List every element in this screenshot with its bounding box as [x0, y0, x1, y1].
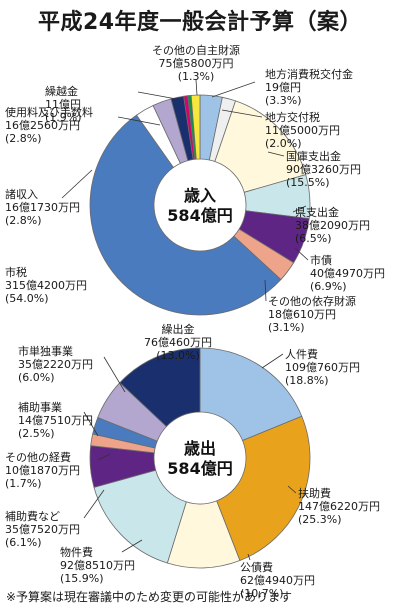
slice-label: (1.3%) — [178, 70, 215, 83]
slice-label: (3.3%) — [265, 94, 302, 107]
slice-label: (25.3%) — [298, 513, 342, 526]
leader-line — [287, 485, 297, 494]
leader-line — [221, 109, 263, 118]
pie-slice — [119, 347, 201, 428]
leader-line — [103, 356, 126, 393]
leader-line — [61, 169, 93, 199]
slice-label: 諸収入 — [5, 187, 38, 201]
pie-slice — [89, 114, 282, 316]
leader-line — [83, 411, 99, 437]
pie-slice — [216, 415, 311, 562]
slice-label: 人件費 — [285, 347, 318, 361]
slice-label: (15.5%) — [286, 176, 330, 189]
slice-label: 11億円 — [45, 98, 81, 111]
slice-label: 19億円 — [265, 81, 301, 94]
slice-label: (10.7%) — [240, 587, 284, 600]
slice-label: 75億5800万円 — [159, 57, 234, 70]
footnote: ※予算案は現在審議中のため変更の可能性があります — [6, 590, 293, 604]
leader-line — [292, 205, 307, 213]
center-label: 584億円 — [167, 206, 232, 225]
pie-slice — [190, 94, 201, 160]
leader-line — [195, 79, 198, 96]
slice-label: (6.9%) — [310, 280, 347, 293]
leader-line — [267, 151, 285, 157]
slice-label: 地方消費税交付金 — [265, 67, 353, 81]
pie-chart-2: 歳出584億円人件費109億760万円(18.8%)扶助費147億6220万円(… — [5, 322, 380, 600]
slice-label: (2.5%) — [18, 427, 55, 440]
leader-line — [294, 247, 309, 261]
slice-label: 35億2220万円 — [18, 358, 93, 371]
slice-label: 物件費 — [60, 545, 93, 559]
slice-label: 11億5000万円 — [265, 124, 340, 137]
slice-label: (6.0%) — [18, 371, 55, 384]
page-title: 平成24年度一般会計予算（案） — [37, 10, 363, 35]
slice-label: その他の自主財源 — [152, 43, 240, 57]
slice-label: 62億4940万円 — [240, 574, 315, 587]
slice-label: (2.8%) — [5, 214, 42, 227]
leader-line — [83, 489, 105, 519]
slice-label: 扶助費 — [298, 486, 331, 500]
leader-line — [211, 81, 256, 98]
slice-label: 18億610万円 — [268, 308, 336, 321]
leader-line — [137, 91, 183, 101]
pie-chart-1: 歳入584億円地方消費税交付金19億円(3.3%)地方交付税11億5000万円(… — [5, 43, 385, 334]
slice-label: 92億8510万円 — [60, 559, 135, 572]
leader-line — [121, 539, 143, 553]
slice-label: 公債費 — [240, 560, 273, 574]
leader-line — [247, 553, 251, 561]
pie-slice — [199, 347, 303, 442]
slice-label: 市債 — [310, 253, 332, 267]
slice-label: (1.9%) — [45, 111, 82, 124]
slice-label: 補助費など — [5, 509, 60, 523]
slice-label: 90億3260万円 — [286, 163, 361, 176]
slice-label: (3.1%) — [268, 321, 305, 334]
slice-label: 315億4200万円 — [5, 279, 87, 292]
center-label: 歳出 — [184, 439, 216, 458]
slice-label: 使用料及び手数料 — [5, 105, 93, 119]
slice-label: 109億760万円 — [285, 361, 360, 374]
slice-label: 16億2560万円 — [5, 119, 80, 132]
leader-line — [177, 349, 181, 363]
slice-label: (6.5%) — [295, 232, 332, 245]
leader-line — [117, 116, 161, 126]
pie-slice — [214, 100, 307, 193]
slice-label: その他の依存財源 — [268, 294, 356, 308]
slice-label: 補助事業 — [18, 400, 62, 414]
slice-label: その他の経費 — [5, 450, 71, 464]
slice-label: (54.0%) — [5, 292, 49, 305]
slice-label: 市税 — [5, 265, 27, 279]
slice-label: 国庫支出金 — [286, 149, 341, 163]
slice-label: (6.1%) — [5, 536, 42, 549]
slice-label: 県支出金 — [295, 205, 339, 219]
slice-label: 76億460万円 — [144, 336, 212, 349]
slice-label: 14億7510万円 — [18, 414, 93, 427]
slice-label: 地方交付税 — [265, 110, 320, 124]
leader-line — [97, 453, 111, 461]
slice-label: (18.8%) — [285, 374, 329, 387]
slice-label: 繰越金 — [45, 84, 78, 98]
slice-label: 35億7520万円 — [5, 523, 80, 536]
slice-label: 16億1730万円 — [5, 201, 80, 214]
slice-label: 10億1870万円 — [5, 464, 80, 477]
leader-line — [261, 353, 284, 369]
center-label: 歳入 — [184, 186, 216, 205]
slice-label: (13.0%) — [156, 349, 200, 362]
slice-label: (1.7%) — [5, 477, 42, 490]
leader-line — [264, 279, 267, 302]
slice-label: (2.0%) — [265, 137, 302, 150]
slice-label: 40億4970万円 — [310, 267, 385, 280]
slice-label: 繰出金 — [162, 322, 195, 336]
slice-label: (15.9%) — [60, 572, 104, 585]
center-label: 584億円 — [167, 459, 232, 478]
slice-label: 市単独事業 — [18, 344, 73, 358]
slice-label: (2.8%) — [5, 132, 42, 145]
slice-label: 147億6220万円 — [298, 500, 380, 513]
slice-label: 38億2090万円 — [295, 219, 370, 232]
